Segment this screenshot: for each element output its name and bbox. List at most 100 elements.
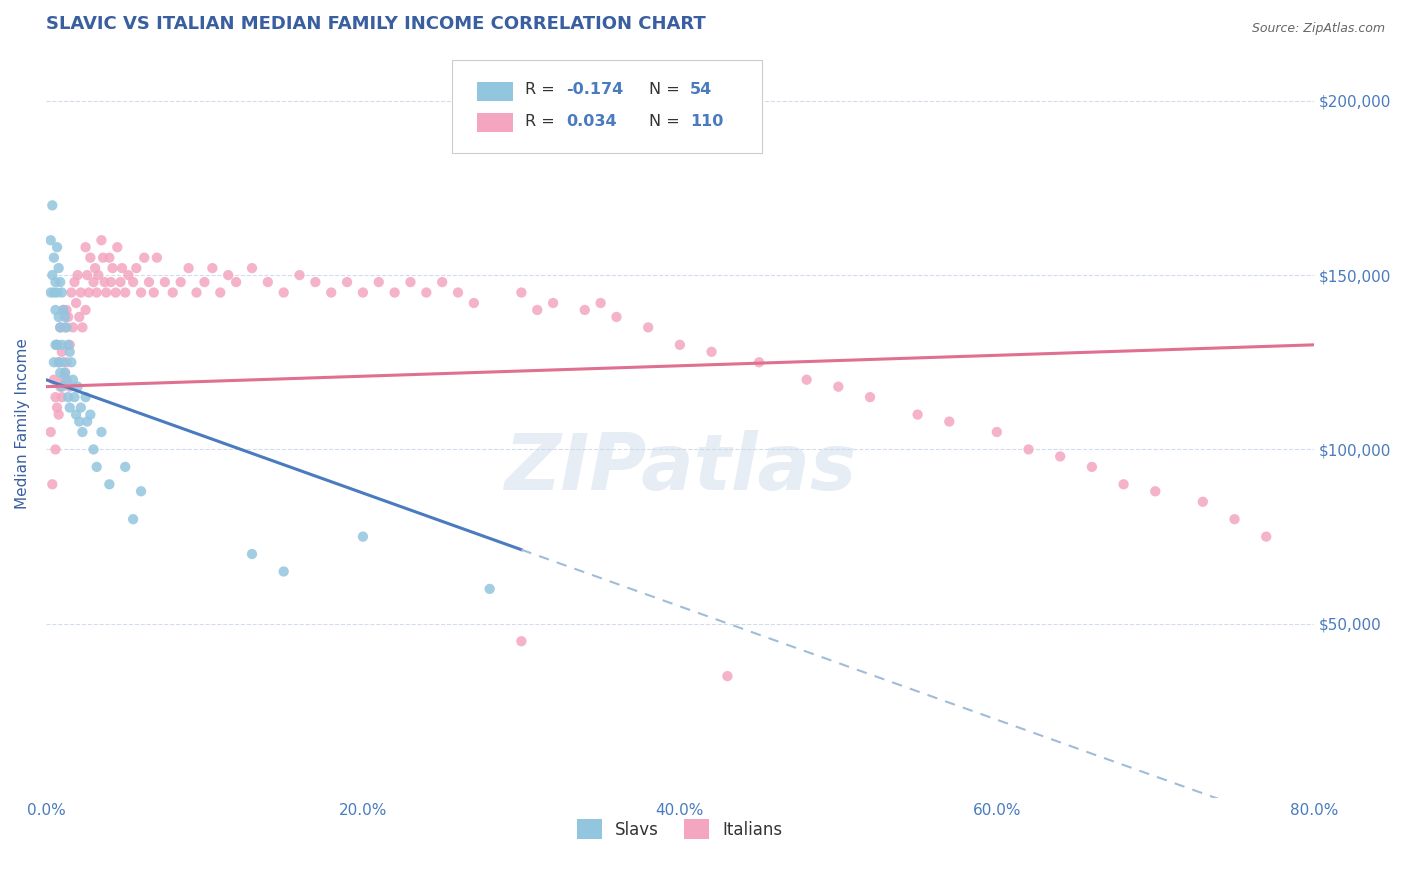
Point — [273, 285, 295, 300]
Point — [46, 401, 69, 415]
Point — [87, 268, 110, 282]
Point — [51, 285, 73, 300]
Point — [76, 268, 98, 282]
Point — [44, 390, 66, 404]
Point — [98, 251, 121, 265]
Point — [589, 296, 612, 310]
Point — [153, 275, 176, 289]
Point — [938, 415, 960, 429]
Point — [240, 547, 263, 561]
Text: 110: 110 — [690, 113, 723, 128]
Point — [700, 344, 723, 359]
Point — [637, 320, 659, 334]
Point — [75, 390, 97, 404]
Point — [75, 302, 97, 317]
Point — [101, 261, 124, 276]
Point — [41, 268, 63, 282]
Text: -0.174: -0.174 — [565, 82, 623, 97]
Point — [336, 275, 359, 289]
Point — [129, 484, 152, 499]
Point — [193, 275, 215, 289]
Point — [46, 285, 69, 300]
Y-axis label: Median Family Income: Median Family Income — [15, 338, 30, 508]
Point — [177, 261, 200, 276]
Point — [66, 379, 89, 393]
Point — [201, 261, 224, 276]
Point — [399, 275, 422, 289]
Point — [52, 355, 75, 369]
Point — [39, 425, 62, 439]
Point — [186, 285, 208, 300]
Point — [48, 408, 70, 422]
Point — [138, 275, 160, 289]
Point — [170, 275, 193, 289]
Text: ZIPatlas: ZIPatlas — [503, 430, 856, 507]
Point — [41, 477, 63, 491]
Point — [51, 344, 73, 359]
Point — [56, 390, 79, 404]
Point — [44, 442, 66, 457]
Point — [49, 366, 72, 380]
Point — [90, 425, 112, 439]
Point — [49, 275, 72, 289]
Point — [122, 275, 145, 289]
Text: N =: N = — [650, 82, 685, 97]
Point — [1223, 512, 1246, 526]
Point — [93, 275, 115, 289]
Point — [59, 401, 82, 415]
Point — [510, 634, 533, 648]
Point — [51, 390, 73, 404]
Point — [55, 302, 77, 317]
Point — [96, 285, 118, 300]
Point — [352, 530, 374, 544]
Point — [415, 285, 437, 300]
Point — [39, 233, 62, 247]
Point — [46, 338, 69, 352]
Point — [125, 261, 148, 276]
Point — [49, 379, 72, 393]
Point — [463, 296, 485, 310]
Point — [39, 285, 62, 300]
Point — [91, 251, 114, 265]
Point — [53, 320, 76, 334]
Point — [76, 415, 98, 429]
Point — [83, 275, 105, 289]
Point — [44, 302, 66, 317]
Point — [56, 310, 79, 324]
Point — [53, 310, 76, 324]
Point — [1144, 484, 1167, 499]
Point — [63, 390, 86, 404]
Point — [42, 251, 65, 265]
Point — [79, 408, 101, 422]
Point — [796, 373, 818, 387]
Point — [859, 390, 882, 404]
Point — [52, 302, 75, 317]
Point — [84, 261, 107, 276]
Text: N =: N = — [650, 113, 685, 128]
Point — [716, 669, 738, 683]
Point — [42, 285, 65, 300]
Point — [59, 379, 82, 393]
Point — [574, 302, 596, 317]
Point — [104, 285, 127, 300]
Point — [48, 310, 70, 324]
Point — [69, 401, 91, 415]
Point — [288, 268, 311, 282]
Point — [225, 275, 247, 289]
Point — [1191, 494, 1213, 508]
Point — [321, 285, 343, 300]
Point — [48, 355, 70, 369]
Point — [117, 268, 139, 282]
Point — [69, 285, 91, 300]
Point — [384, 285, 406, 300]
Point — [86, 285, 108, 300]
Point — [48, 261, 70, 276]
Point — [98, 477, 121, 491]
Point — [86, 459, 108, 474]
Point — [51, 338, 73, 352]
Point — [49, 320, 72, 334]
Point — [526, 302, 548, 317]
Point — [129, 285, 152, 300]
Point — [541, 296, 564, 310]
Text: R =: R = — [526, 113, 560, 128]
